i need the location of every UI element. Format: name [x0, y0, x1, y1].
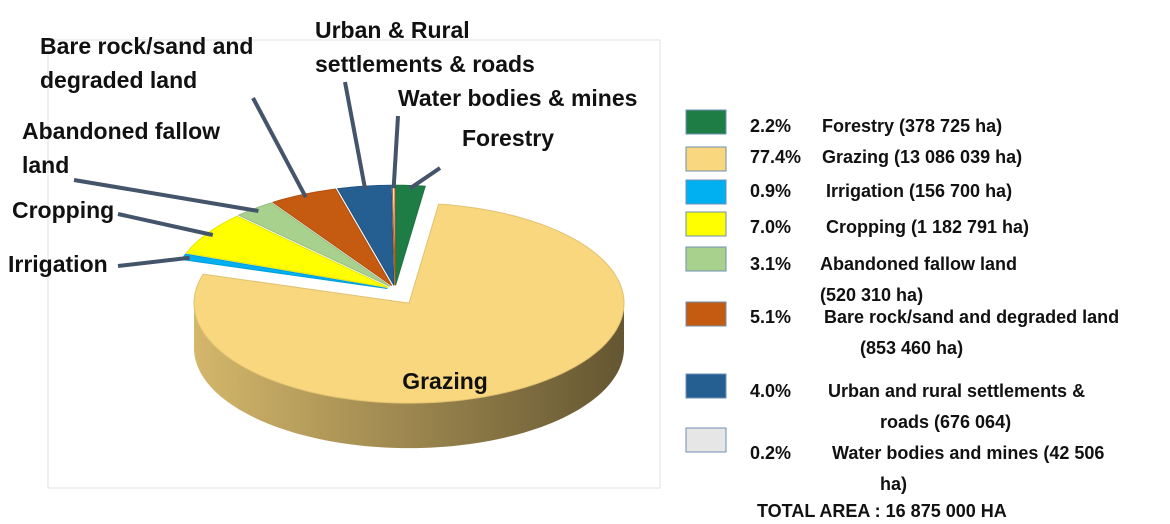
category-label: Water bodies & mines: [398, 85, 637, 111]
leader-line: [117, 255, 190, 268]
legend-swatch: [685, 246, 727, 272]
category-label: Forestry: [462, 125, 554, 151]
legend-value: 77.4%: [750, 147, 801, 167]
legend-value: 7.0%: [750, 217, 791, 237]
leader-line: [117, 212, 214, 237]
category-label: settlements & roads: [315, 51, 535, 77]
legend-swatch: [685, 179, 727, 205]
legend-label: Urban and rural settlements &: [828, 381, 1085, 401]
plot-frame: [47, 39, 661, 489]
legend-label: roads (676 064): [880, 412, 1011, 432]
leader-line: [251, 97, 308, 199]
legend-label: Irrigation (156 700 ha): [826, 181, 1012, 201]
legend-value: 0.9%: [750, 181, 791, 201]
category-label: land: [22, 152, 69, 178]
category-label: Abandoned fallow: [22, 118, 220, 144]
legend-swatch: [685, 109, 727, 135]
category-label: Irrigation: [8, 251, 108, 277]
legend-value: 3.1%: [750, 254, 791, 274]
pie-slice: [193, 203, 625, 404]
legend-label: Abandoned fallow land: [820, 254, 1017, 274]
legend-label: Grazing (13 086 039 ha): [822, 147, 1022, 167]
legend-swatch: [685, 301, 727, 327]
leader-line: [391, 115, 400, 189]
legend-swatch: [685, 211, 727, 237]
leader-line: [73, 178, 259, 213]
category-label: Cropping: [12, 197, 114, 223]
category-label: Urban & Rural: [315, 17, 470, 43]
legend-label: (520 310 ha): [820, 285, 923, 305]
legend-label: Water bodies and mines (42 506: [832, 443, 1104, 463]
legend-value: 5.1%: [750, 307, 791, 327]
legend-swatch: [685, 373, 727, 399]
leader-line: [408, 166, 442, 191]
legend-label: Cropping (1 182 791 ha): [826, 217, 1029, 237]
legend-label: Forestry (378 725 ha): [822, 116, 1002, 136]
legend-value: 4.0%: [750, 381, 791, 401]
category-label: degraded land: [40, 67, 197, 93]
legend-value: 0.2%: [750, 443, 791, 463]
legend-label: (853 460 ha): [860, 338, 963, 358]
total-area: TOTAL AREA : 16 875 000 HA: [757, 501, 1007, 521]
category-label: Bare rock/sand and: [40, 33, 253, 59]
legend-swatch: [685, 146, 727, 172]
legend-value: 2.2%: [750, 116, 791, 136]
slice-label: Grazing: [402, 368, 488, 394]
leader-line: [343, 81, 368, 190]
legend-label: Bare rock/sand and degraded land: [824, 307, 1119, 327]
legend-swatch: [685, 427, 727, 453]
pie-slice-side: [194, 303, 625, 449]
legend-label: ha): [880, 474, 907, 494]
